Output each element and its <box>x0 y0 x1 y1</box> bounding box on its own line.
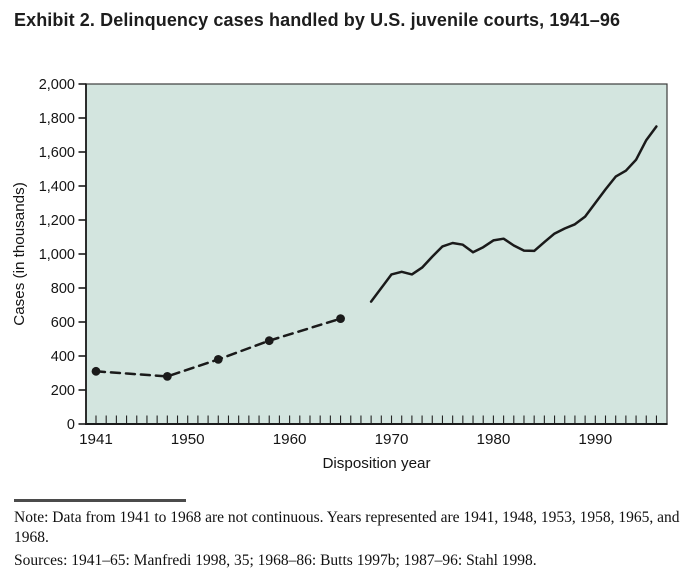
delinquency-line-chart: 0 200 400 600 800 1,000 1,200 1,400 1,600 1,800 2,… <box>11 77 668 472</box>
y-tick-label: 1,600 <box>39 145 75 161</box>
x-tick-label: 1990 <box>578 431 612 448</box>
y-tick-label: 1,400 <box>39 179 75 195</box>
y-tick-label: 0 <box>67 417 75 433</box>
data-point-dot <box>91 366 101 376</box>
x-axis-title: Disposition year <box>322 455 430 472</box>
x-tick-label: 1960 <box>273 431 307 448</box>
footnote-divider <box>14 499 186 502</box>
y-tick-label: 1,000 <box>39 247 75 263</box>
y-tick-label: 200 <box>51 383 75 399</box>
y-tick-label: 600 <box>51 315 75 331</box>
y-tick-label: 800 <box>51 281 75 297</box>
y-axis: 0 200 400 600 800 1,000 1,200 1,400 1,600 1,800 2,… <box>39 77 86 433</box>
y-tick-label: 400 <box>51 349 75 365</box>
data-point-dot <box>264 336 274 346</box>
x-tick-label: 1941 <box>79 431 113 448</box>
y-tick-label: 2,000 <box>39 77 75 93</box>
sources-text: Sources: 1941–65: Manfredi 1998, 35; 196… <box>14 552 537 569</box>
x-tick-label: 1970 <box>375 431 409 448</box>
x-axis: 1941 1950 1960 1970 1980 1990 <box>79 415 658 448</box>
chart-title: Exhibit 2. Delinquency cases handled by … <box>14 10 621 30</box>
x-tick-label: 1950 <box>171 431 205 448</box>
data-point-dot <box>213 355 223 364</box>
plot-area <box>85 83 668 425</box>
x-tick-label: 1980 <box>477 431 511 448</box>
series-markers <box>91 314 345 381</box>
note-text: Note: Data from 1941 to 1968 are not con… <box>14 509 680 546</box>
y-tick-label: 1,800 <box>39 111 75 127</box>
y-tick-label: 1,200 <box>39 213 75 229</box>
solid-series-line <box>369 125 658 303</box>
y-axis-title: Cases (in thousands) <box>11 182 28 326</box>
data-point-dot <box>336 314 345 323</box>
data-point-dot <box>162 372 172 381</box>
